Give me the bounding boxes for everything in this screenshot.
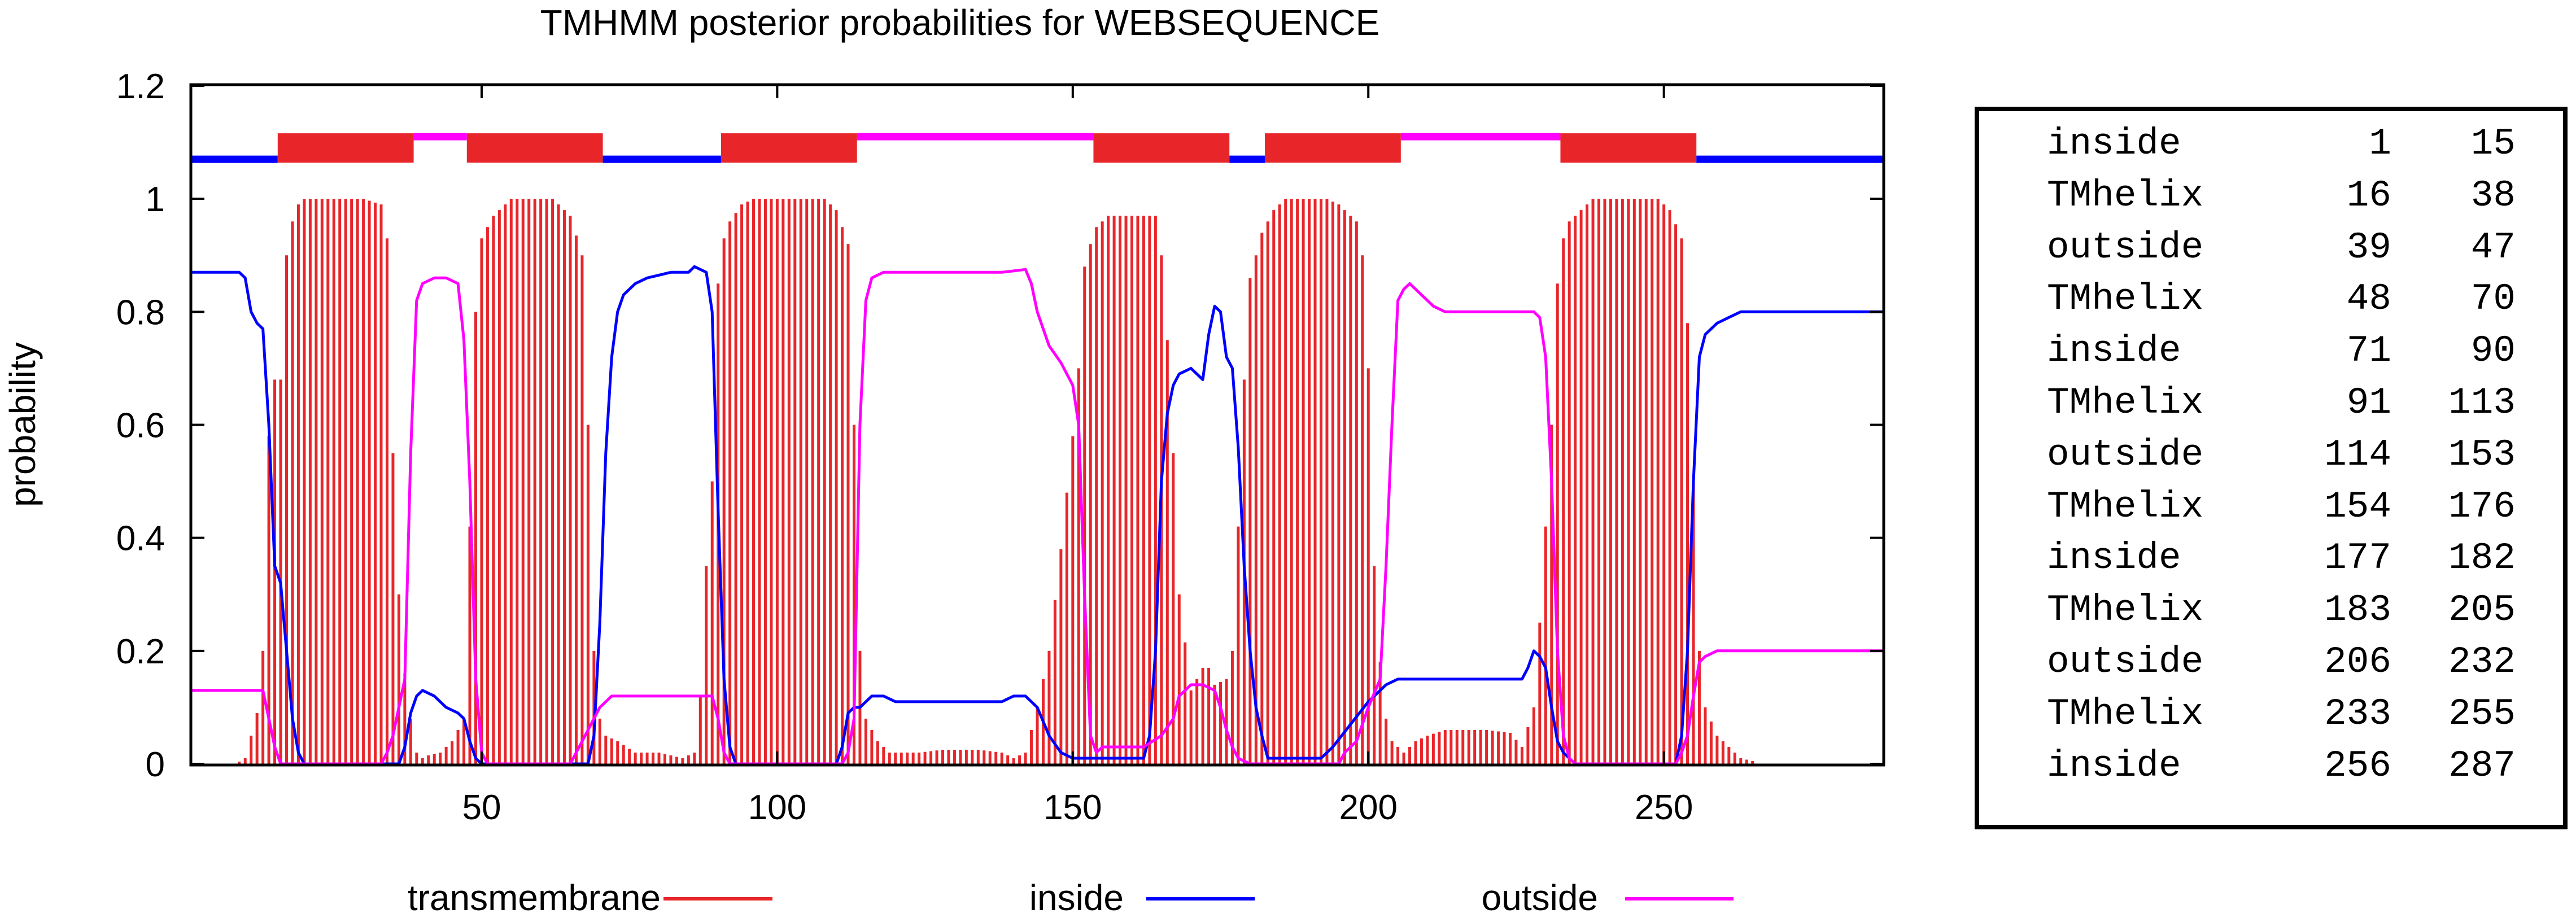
probability-lines bbox=[192, 265, 1883, 766]
topology-segment-tmhelix bbox=[721, 133, 857, 163]
topology-segment-tmhelix bbox=[277, 133, 414, 163]
topology-type: inside bbox=[2047, 330, 2181, 373]
legend-item-inside: inside bbox=[1029, 877, 1255, 918]
topology-segment-inside bbox=[1696, 155, 1883, 163]
topology-start: 206 bbox=[2324, 640, 2391, 683]
topology-row: outside 39 47 bbox=[2047, 222, 2516, 274]
y-tick-label: 0 bbox=[146, 745, 165, 784]
topology-start: 154 bbox=[2324, 485, 2391, 528]
topology-segment-inside bbox=[1229, 155, 1265, 163]
y-axis-label: probability bbox=[2, 342, 43, 507]
legend-label-outside: outside bbox=[1482, 877, 1598, 918]
topology-end: 47 bbox=[2470, 226, 2516, 269]
topology-start: 1 bbox=[2369, 123, 2391, 165]
topology-type: TMhelix bbox=[2047, 381, 2204, 424]
topology-segment-tmhelix bbox=[1093, 133, 1230, 163]
y-tick-label: 0.2 bbox=[116, 632, 165, 671]
topology-type: TMhelix bbox=[2047, 174, 2204, 217]
x-tick-label: 200 bbox=[1339, 788, 1398, 827]
topology-row: TMhelix 154 176 bbox=[2047, 481, 2516, 533]
topology-end: 113 bbox=[2448, 381, 2516, 424]
topology-end: 176 bbox=[2448, 485, 2516, 528]
topology-segment-tmhelix bbox=[1265, 133, 1401, 163]
topology-type: outside bbox=[2047, 433, 2204, 476]
transmembrane-impulses bbox=[238, 199, 1754, 764]
topology-type: TMhelix bbox=[2047, 485, 2204, 528]
topology-start: 233 bbox=[2324, 692, 2391, 735]
chart-title: TMHMM posterior probabilities for WEBSEQ… bbox=[540, 2, 1380, 43]
topology-segment-outside bbox=[857, 133, 1094, 141]
topology-start: 16 bbox=[2346, 174, 2391, 217]
y-tick-label: 0.6 bbox=[116, 406, 165, 445]
outside-line bbox=[192, 268, 1883, 766]
legend-item-transmembrane: transmembrane bbox=[408, 877, 772, 918]
topology-start: 256 bbox=[2324, 744, 2391, 787]
topology-end: 255 bbox=[2448, 692, 2516, 735]
topology-start: 39 bbox=[2346, 226, 2391, 269]
inside-line bbox=[192, 265, 1883, 766]
topology-bar bbox=[192, 133, 1883, 163]
y-tick-label: 0.4 bbox=[116, 519, 165, 558]
x-tick-label: 50 bbox=[462, 788, 501, 827]
topology-end: 38 bbox=[2470, 174, 2516, 217]
topology-segment-inside bbox=[192, 155, 278, 163]
topology-row: outside 206 232 bbox=[2047, 636, 2516, 688]
topology-start: 114 bbox=[2324, 433, 2391, 476]
topology-end: 205 bbox=[2448, 589, 2516, 632]
legend-item-outside: outside bbox=[1482, 877, 1734, 918]
topology-end: 287 bbox=[2448, 744, 2516, 787]
x-tick-label: 250 bbox=[1635, 788, 1693, 827]
topology-end: 70 bbox=[2470, 278, 2516, 321]
topology-segment-tmhelix bbox=[466, 133, 603, 163]
topology-row: TMhelix 16 38 bbox=[2047, 170, 2516, 222]
topology-row: TMhelix 183 205 bbox=[2047, 584, 2516, 636]
topology-segment-inside bbox=[602, 155, 721, 163]
topology-end: 153 bbox=[2448, 433, 2516, 476]
legend-label-transmembrane: transmembrane bbox=[408, 877, 661, 918]
topology-row: inside 177 182 bbox=[2047, 532, 2516, 584]
topology-segment-outside bbox=[413, 133, 467, 141]
topology-row: inside 71 90 bbox=[2047, 325, 2516, 377]
topology-end: 90 bbox=[2470, 330, 2516, 373]
topology-type: TMhelix bbox=[2047, 589, 2204, 632]
topology-table-box: inside 1 15 TMhelix 16 38 outside 39 47 TMhelix 48… bbox=[1975, 107, 2568, 829]
topology-start: 48 bbox=[2346, 278, 2391, 321]
topology-type: outside bbox=[2047, 640, 2204, 683]
topology-type: inside bbox=[2047, 537, 2181, 580]
y-axis-ticks: 0 0.2 0.4 0.6 0.8 1 1.2 bbox=[116, 67, 1884, 784]
legend: transmembrane inside outside bbox=[408, 877, 1734, 918]
topology-type: inside bbox=[2047, 123, 2181, 165]
y-tick-label: 0.8 bbox=[116, 293, 165, 332]
x-tick-label: 150 bbox=[1044, 788, 1102, 827]
topology-table: inside 1 15 TMhelix 16 38 outside 39 47 TMhelix 48… bbox=[2047, 118, 2516, 792]
legend-label-inside: inside bbox=[1029, 877, 1124, 918]
topology-end: 232 bbox=[2448, 640, 2516, 683]
topology-end: 182 bbox=[2448, 537, 2516, 580]
topology-start: 177 bbox=[2324, 537, 2391, 580]
topology-row: TMhelix 233 255 bbox=[2047, 688, 2516, 740]
topology-row: inside 1 15 bbox=[2047, 118, 2516, 170]
topology-start: 91 bbox=[2346, 381, 2391, 424]
topology-type: TMhelix bbox=[2047, 278, 2204, 321]
topology-type: outside bbox=[2047, 226, 2204, 269]
topology-row: inside 256 287 bbox=[2047, 740, 2516, 792]
topology-row: TMhelix 91 113 bbox=[2047, 377, 2516, 429]
topology-segment-tmhelix bbox=[1560, 133, 1697, 163]
topology-end: 15 bbox=[2470, 123, 2516, 165]
topology-segment-outside bbox=[1400, 133, 1561, 141]
topology-type: TMhelix bbox=[2047, 692, 2204, 735]
y-tick-label: 1 bbox=[146, 180, 165, 219]
y-tick-label: 1.2 bbox=[116, 67, 165, 106]
topology-row: TMhelix 48 70 bbox=[2047, 273, 2516, 325]
x-axis-ticks: 50 100 150 200 250 bbox=[462, 85, 1693, 827]
topology-type: inside bbox=[2047, 744, 2181, 787]
topology-start: 71 bbox=[2346, 330, 2391, 373]
topology-row: outside 114 153 bbox=[2047, 429, 2516, 481]
topology-start: 183 bbox=[2324, 589, 2391, 632]
x-tick-label: 100 bbox=[748, 788, 806, 827]
